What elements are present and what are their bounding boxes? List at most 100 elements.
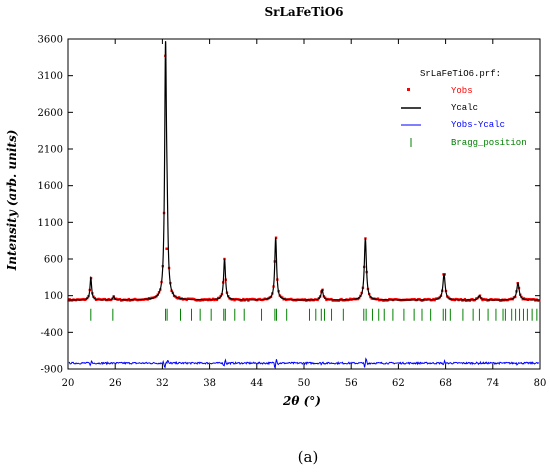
yobs-point [176, 297, 180, 300]
y-axis-label: Intensity (arb. units) [5, 130, 19, 272]
y-tick-label: 2100 [38, 145, 63, 156]
yobs-point [245, 297, 249, 301]
yobs-point [427, 297, 430, 301]
yobs-point [242, 297, 245, 301]
legend-yobs-marker [407, 88, 410, 91]
yobs-point [305, 299, 308, 302]
legend: SrLaFeTiO6.prf: Yobs Ycalc Yobs-Ycalc Br… [401, 69, 527, 148]
yobs-point [335, 299, 338, 302]
legend-header: SrLaFeTiO6.prf: [420, 69, 501, 79]
yobs-point [388, 297, 391, 301]
yobs-point [423, 298, 426, 301]
x-tick-label: 62 [392, 378, 405, 389]
yobs-point [102, 297, 105, 301]
x-tick-label: 56 [345, 378, 358, 389]
y-tick-label: 2600 [38, 108, 63, 119]
yobs-point [498, 299, 502, 302]
yobs-point [289, 297, 293, 301]
x-tick-label: 38 [203, 378, 216, 389]
yobs-point [186, 297, 190, 300]
yobs-point [463, 298, 467, 301]
x-tick-label: 44 [250, 378, 263, 389]
y-tick-label: 600 [44, 255, 63, 266]
yobs-point [522, 297, 526, 300]
yobs-point [208, 297, 211, 301]
yobs-point [189, 297, 192, 301]
yobs-point [340, 297, 343, 301]
yobs-point [103, 297, 107, 301]
yobs-point [316, 298, 319, 302]
bragg-position-ticks [90, 308, 538, 321]
series-ycalc [68, 41, 540, 301]
yobs-point [165, 247, 168, 250]
y-tick-label: 100 [44, 291, 63, 302]
legend-bragg-label: Bragg_position [451, 138, 527, 148]
yobs-point [336, 299, 339, 302]
x-tick-label: 26 [109, 378, 122, 389]
x-tick-label: 68 [439, 378, 452, 389]
yobs-point [461, 299, 464, 302]
yobs-point [330, 297, 333, 301]
chart-title: SrLaFeTiO6 [265, 5, 344, 19]
yobs-point [177, 296, 181, 299]
yobs-point [475, 297, 478, 300]
yobs-point [68, 298, 71, 301]
figure-caption: (a) [298, 448, 319, 466]
yobs-point [250, 297, 254, 301]
yobs-point [199, 299, 202, 302]
legend-diff-label: Yobs-Ycalc [451, 120, 505, 130]
y-tick-label: 1600 [38, 181, 63, 192]
series-yobs-minus-ycalc [68, 357, 540, 370]
yobs-point [252, 297, 255, 301]
y-tick-label: 3600 [38, 35, 63, 46]
yobs-point [195, 299, 198, 302]
yobs-point [500, 299, 503, 302]
yobs-point [394, 297, 397, 301]
x-tick-label: 80 [534, 378, 547, 389]
yobs-point [215, 298, 219, 302]
x-tick-label: 50 [298, 378, 311, 389]
yobs-point [127, 297, 131, 301]
yobs-point [239, 299, 243, 302]
x-axis-label: 2θ (°) [282, 394, 321, 408]
y-axis-ticks: 3600 3100 2600 2100 1600 1100 600 100 -400 -900 [38, 35, 540, 376]
yobs-point [97, 297, 100, 301]
yobs-point [420, 299, 424, 302]
x-tick-label: 32 [156, 378, 169, 389]
yobs-point [381, 299, 385, 302]
yobs-point [433, 298, 436, 302]
yobs-point [468, 299, 472, 302]
yobs-point [216, 296, 220, 300]
yobs-point [325, 298, 328, 302]
yobs-point [248, 297, 251, 301]
yobs-point [258, 297, 261, 301]
yobs-point [418, 297, 421, 301]
x-axis-ticks: 20 26 32 38 44 50 56 62 68 74 80 [62, 39, 547, 389]
yobs-point [233, 298, 236, 302]
yobs-point [120, 299, 123, 302]
yobs-point [417, 298, 420, 301]
yobs-point [385, 299, 389, 302]
legend-yobs-label: Yobs [451, 86, 473, 96]
yobs-point [443, 273, 446, 276]
yobs-point [490, 297, 493, 301]
yobs-point [188, 297, 191, 300]
yobs-point [115, 297, 118, 300]
yobs-point [263, 297, 266, 300]
yobs-point [118, 297, 122, 301]
yobs-point [211, 297, 215, 301]
yobs-point [133, 297, 137, 301]
yobs-point [531, 298, 535, 301]
yobs-point [481, 298, 484, 302]
y-tick-label: -400 [41, 328, 63, 339]
y-tick-label: -900 [41, 365, 63, 376]
yobs-point [471, 297, 474, 301]
yobs-point [413, 297, 416, 301]
yobs-point [410, 298, 414, 301]
yobs-point [128, 299, 132, 302]
y-tick-label: 1100 [38, 218, 63, 229]
yobs-point [454, 297, 458, 301]
yobs-point [191, 297, 195, 301]
yobs-point [383, 299, 386, 302]
